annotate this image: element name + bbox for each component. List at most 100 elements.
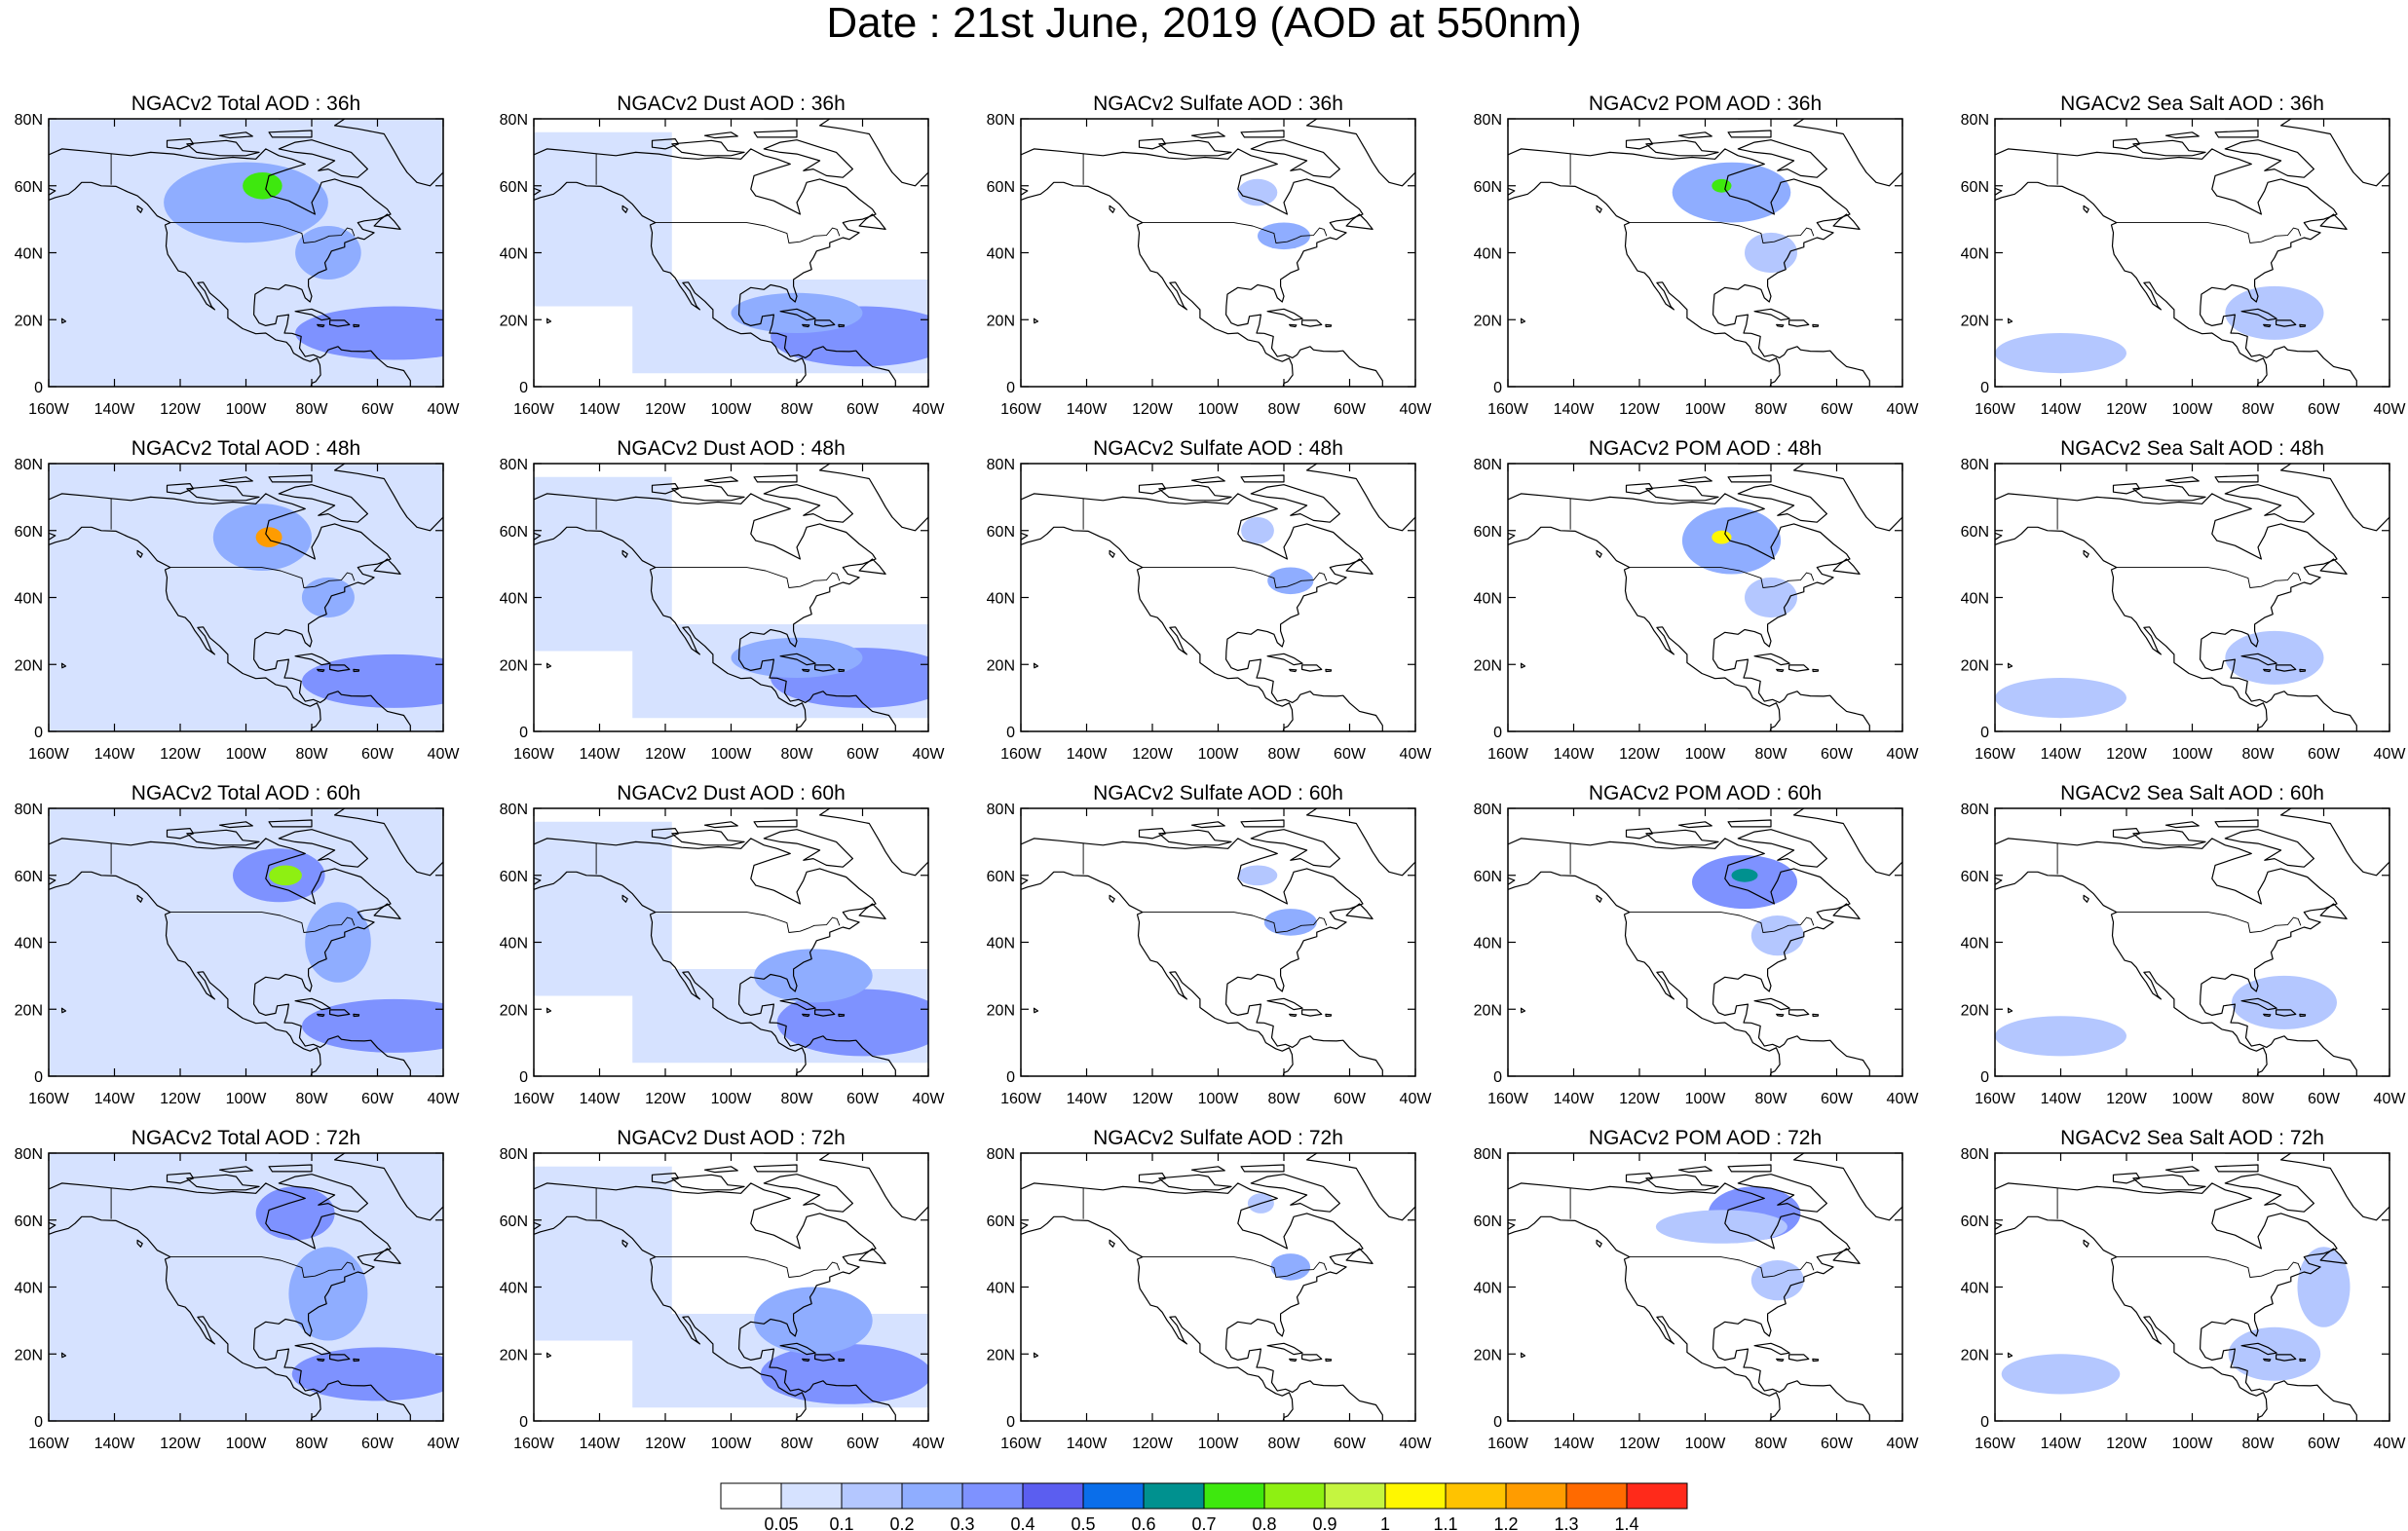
island-outline bbox=[1832, 558, 1861, 575]
x-tick-label: 80W bbox=[781, 1436, 814, 1452]
x-tick-label: 120W bbox=[645, 746, 687, 763]
island-outline bbox=[1289, 323, 1298, 328]
aod-plume bbox=[2225, 285, 2324, 340]
y-tick-label: 0 bbox=[1980, 725, 1989, 741]
island-outline bbox=[1240, 474, 1285, 483]
y-tick-label: 0 bbox=[1006, 380, 1015, 396]
aod-plume bbox=[1241, 517, 1274, 544]
x-tick-label: 80W bbox=[1755, 1091, 1788, 1107]
island-outline bbox=[1677, 476, 1712, 484]
island-outline bbox=[703, 821, 738, 829]
panel-title: NGACv2 Sulfate AOD : 72h bbox=[1093, 1127, 1343, 1149]
island-outline bbox=[2164, 131, 2200, 139]
island-outline bbox=[278, 484, 368, 523]
x-tick-label: 40W bbox=[1887, 1091, 1920, 1107]
island-outline bbox=[1190, 131, 1225, 139]
aod-field bbox=[1237, 865, 1317, 936]
continent-outline bbox=[1021, 148, 1383, 387]
greenland-outline bbox=[1306, 119, 1415, 187]
x-tick-label: 100W bbox=[1685, 1091, 1727, 1107]
x-tick-label: 160W bbox=[513, 1436, 555, 1452]
y-tick-label: 80N bbox=[987, 1146, 1015, 1163]
aod-plume bbox=[1270, 1253, 1311, 1281]
us-canada-border bbox=[169, 222, 356, 243]
panel-title: NGACv2 Total AOD : 48h bbox=[132, 437, 360, 460]
island-outline bbox=[1190, 1166, 1225, 1174]
y-tick-label: 0 bbox=[1980, 1069, 1989, 1086]
island-outline bbox=[353, 668, 360, 673]
aod-plume bbox=[754, 949, 873, 1003]
y-tick-label: 60N bbox=[987, 1214, 1015, 1230]
island-outline bbox=[838, 323, 846, 328]
panel-title: NGACv2 Dust AOD : 60h bbox=[617, 782, 846, 804]
y-tick-label: 20N bbox=[987, 1347, 1015, 1363]
island-outline bbox=[1737, 829, 1827, 868]
island-outline bbox=[2276, 1354, 2297, 1362]
y-tick-label: 80N bbox=[500, 1146, 528, 1163]
coastlines bbox=[534, 1153, 928, 1421]
island-outline bbox=[278, 139, 368, 178]
y-tick-label: 20N bbox=[500, 1002, 528, 1019]
x-tick-label: 60W bbox=[847, 1436, 880, 1452]
y-tick-label: 80N bbox=[1961, 802, 1989, 818]
island-outline bbox=[1812, 1013, 1820, 1018]
y-tick-label: 60N bbox=[15, 1214, 43, 1230]
y-tick-label: 40N bbox=[987, 246, 1015, 263]
island-outline bbox=[2214, 474, 2259, 483]
y-tick-label: 0 bbox=[34, 1069, 43, 1086]
us-canada-border bbox=[169, 567, 356, 588]
x-tick-label: 120W bbox=[2106, 1436, 2148, 1452]
panel-title: NGACv2 POM AOD : 60h bbox=[1589, 782, 1822, 804]
island-outline bbox=[2112, 138, 2141, 150]
island-outline bbox=[2132, 829, 2206, 846]
island-outline bbox=[294, 308, 331, 321]
map-background bbox=[1508, 808, 1902, 1076]
x-tick-label: 60W bbox=[1821, 401, 1854, 418]
y-tick-label: 80N bbox=[15, 457, 43, 473]
aod-field bbox=[1237, 178, 1310, 250]
y-tick-label: 60N bbox=[1961, 524, 1989, 541]
y-tick-label: 80N bbox=[987, 802, 1015, 818]
colorbar-swatch bbox=[1143, 1482, 1205, 1510]
island-outline bbox=[2112, 1173, 2141, 1184]
x-tick-label: 80W bbox=[1755, 1436, 1788, 1452]
coastlines bbox=[49, 464, 443, 731]
island-outline bbox=[1788, 1009, 1810, 1017]
island-outline bbox=[1325, 1358, 1333, 1363]
coastlines bbox=[49, 119, 443, 387]
x-tick-label: 140W bbox=[580, 746, 621, 763]
x-tick-label: 160W bbox=[1000, 1436, 1042, 1452]
x-tick-label: 160W bbox=[1975, 401, 2016, 418]
x-tick-label: 40W bbox=[913, 1091, 946, 1107]
island-outline bbox=[166, 828, 195, 840]
aod-field bbox=[1692, 855, 1804, 956]
coastlines bbox=[534, 119, 928, 387]
island-outline bbox=[1645, 829, 1719, 846]
island-outline bbox=[2083, 549, 2089, 558]
island-outline bbox=[703, 131, 738, 139]
colorbar-label: 0.1 bbox=[829, 1514, 853, 1531]
island-outline bbox=[218, 1166, 253, 1174]
y-tick-label: 20N bbox=[1961, 1347, 1989, 1363]
y-tick-label: 80N bbox=[1961, 457, 1989, 473]
island-outline bbox=[1832, 903, 1861, 919]
island-outline bbox=[802, 668, 810, 673]
island-outline bbox=[2276, 664, 2297, 672]
colorbar-label: 1.1 bbox=[1433, 1514, 1457, 1531]
island-outline bbox=[2224, 484, 2314, 523]
island-outline bbox=[1345, 903, 1373, 919]
island-outline bbox=[317, 1013, 325, 1018]
island-outline bbox=[753, 819, 798, 828]
island-outline bbox=[1596, 1239, 1602, 1248]
island-outline bbox=[779, 1342, 816, 1356]
island-outline bbox=[136, 205, 143, 213]
island-outline bbox=[2007, 1352, 2013, 1359]
aod-plume bbox=[301, 653, 443, 708]
y-tick-label: 20N bbox=[1961, 313, 1989, 329]
x-tick-label: 60W bbox=[2308, 401, 2341, 418]
y-tick-label: 60N bbox=[15, 179, 43, 196]
island-outline bbox=[671, 1174, 745, 1191]
coastlines bbox=[1995, 119, 2389, 387]
map-background bbox=[1021, 808, 1415, 1076]
x-tick-label: 100W bbox=[226, 401, 268, 418]
